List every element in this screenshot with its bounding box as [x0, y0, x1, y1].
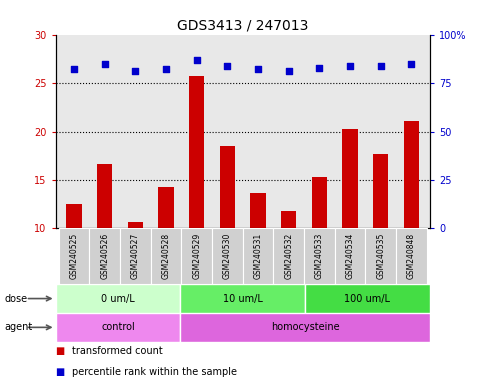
Bar	[335, 228, 366, 284]
Point	[377, 63, 384, 69]
Bar	[58, 228, 89, 284]
Text: 0 um/L: 0 um/L	[101, 293, 135, 304]
Text: GDS3413 / 247013: GDS3413 / 247013	[177, 19, 308, 33]
Text: ■: ■	[56, 346, 65, 356]
Bar	[180, 313, 430, 342]
Point	[285, 68, 293, 74]
Point	[162, 66, 170, 73]
Point	[346, 63, 354, 69]
Bar	[158, 187, 174, 228]
Point	[254, 66, 262, 73]
Text: agent: agent	[5, 322, 33, 333]
Text: GSM240534: GSM240534	[346, 233, 355, 279]
Point	[224, 63, 231, 69]
Text: GSM240530: GSM240530	[223, 233, 232, 279]
Bar	[404, 121, 419, 228]
Bar	[304, 228, 335, 284]
Bar	[66, 204, 82, 228]
Bar	[305, 284, 430, 313]
Bar	[396, 228, 427, 284]
Bar	[151, 228, 181, 284]
Text: GSM240528: GSM240528	[161, 233, 170, 279]
Point	[70, 66, 78, 73]
Text: GSM240533: GSM240533	[315, 233, 324, 279]
Bar	[97, 164, 113, 228]
Text: GSM240525: GSM240525	[70, 233, 78, 279]
Text: GSM240535: GSM240535	[376, 233, 385, 279]
Bar	[180, 284, 305, 313]
Text: GSM240527: GSM240527	[131, 233, 140, 279]
Bar	[312, 177, 327, 228]
Bar	[273, 228, 304, 284]
Text: transformed count: transformed count	[72, 346, 163, 356]
Bar	[189, 76, 204, 228]
Bar	[128, 222, 143, 228]
Bar	[366, 228, 396, 284]
Point	[101, 61, 109, 67]
Text: percentile rank within the sample: percentile rank within the sample	[72, 367, 238, 377]
Point	[408, 61, 415, 67]
Bar	[181, 228, 212, 284]
Bar	[250, 193, 266, 228]
Text: GSM240531: GSM240531	[254, 233, 263, 279]
Bar	[56, 284, 180, 313]
Point	[131, 68, 139, 74]
Text: ■: ■	[56, 367, 65, 377]
Bar	[281, 211, 297, 228]
Text: GSM240529: GSM240529	[192, 233, 201, 279]
Text: 10 um/L: 10 um/L	[223, 293, 263, 304]
Text: GSM240848: GSM240848	[407, 233, 416, 279]
Bar	[220, 146, 235, 228]
Text: control: control	[101, 322, 135, 333]
Point	[315, 65, 323, 71]
Text: dose: dose	[5, 293, 28, 304]
Text: homocysteine: homocysteine	[271, 322, 340, 333]
Bar	[342, 129, 358, 228]
Bar	[56, 313, 180, 342]
Bar	[373, 154, 388, 228]
Text: GSM240526: GSM240526	[100, 233, 109, 279]
Text: 100 um/L: 100 um/L	[344, 293, 390, 304]
Bar	[120, 228, 151, 284]
Text: GSM240532: GSM240532	[284, 233, 293, 279]
Bar	[89, 228, 120, 284]
Bar	[212, 228, 243, 284]
Bar	[243, 228, 273, 284]
Point	[193, 57, 200, 63]
